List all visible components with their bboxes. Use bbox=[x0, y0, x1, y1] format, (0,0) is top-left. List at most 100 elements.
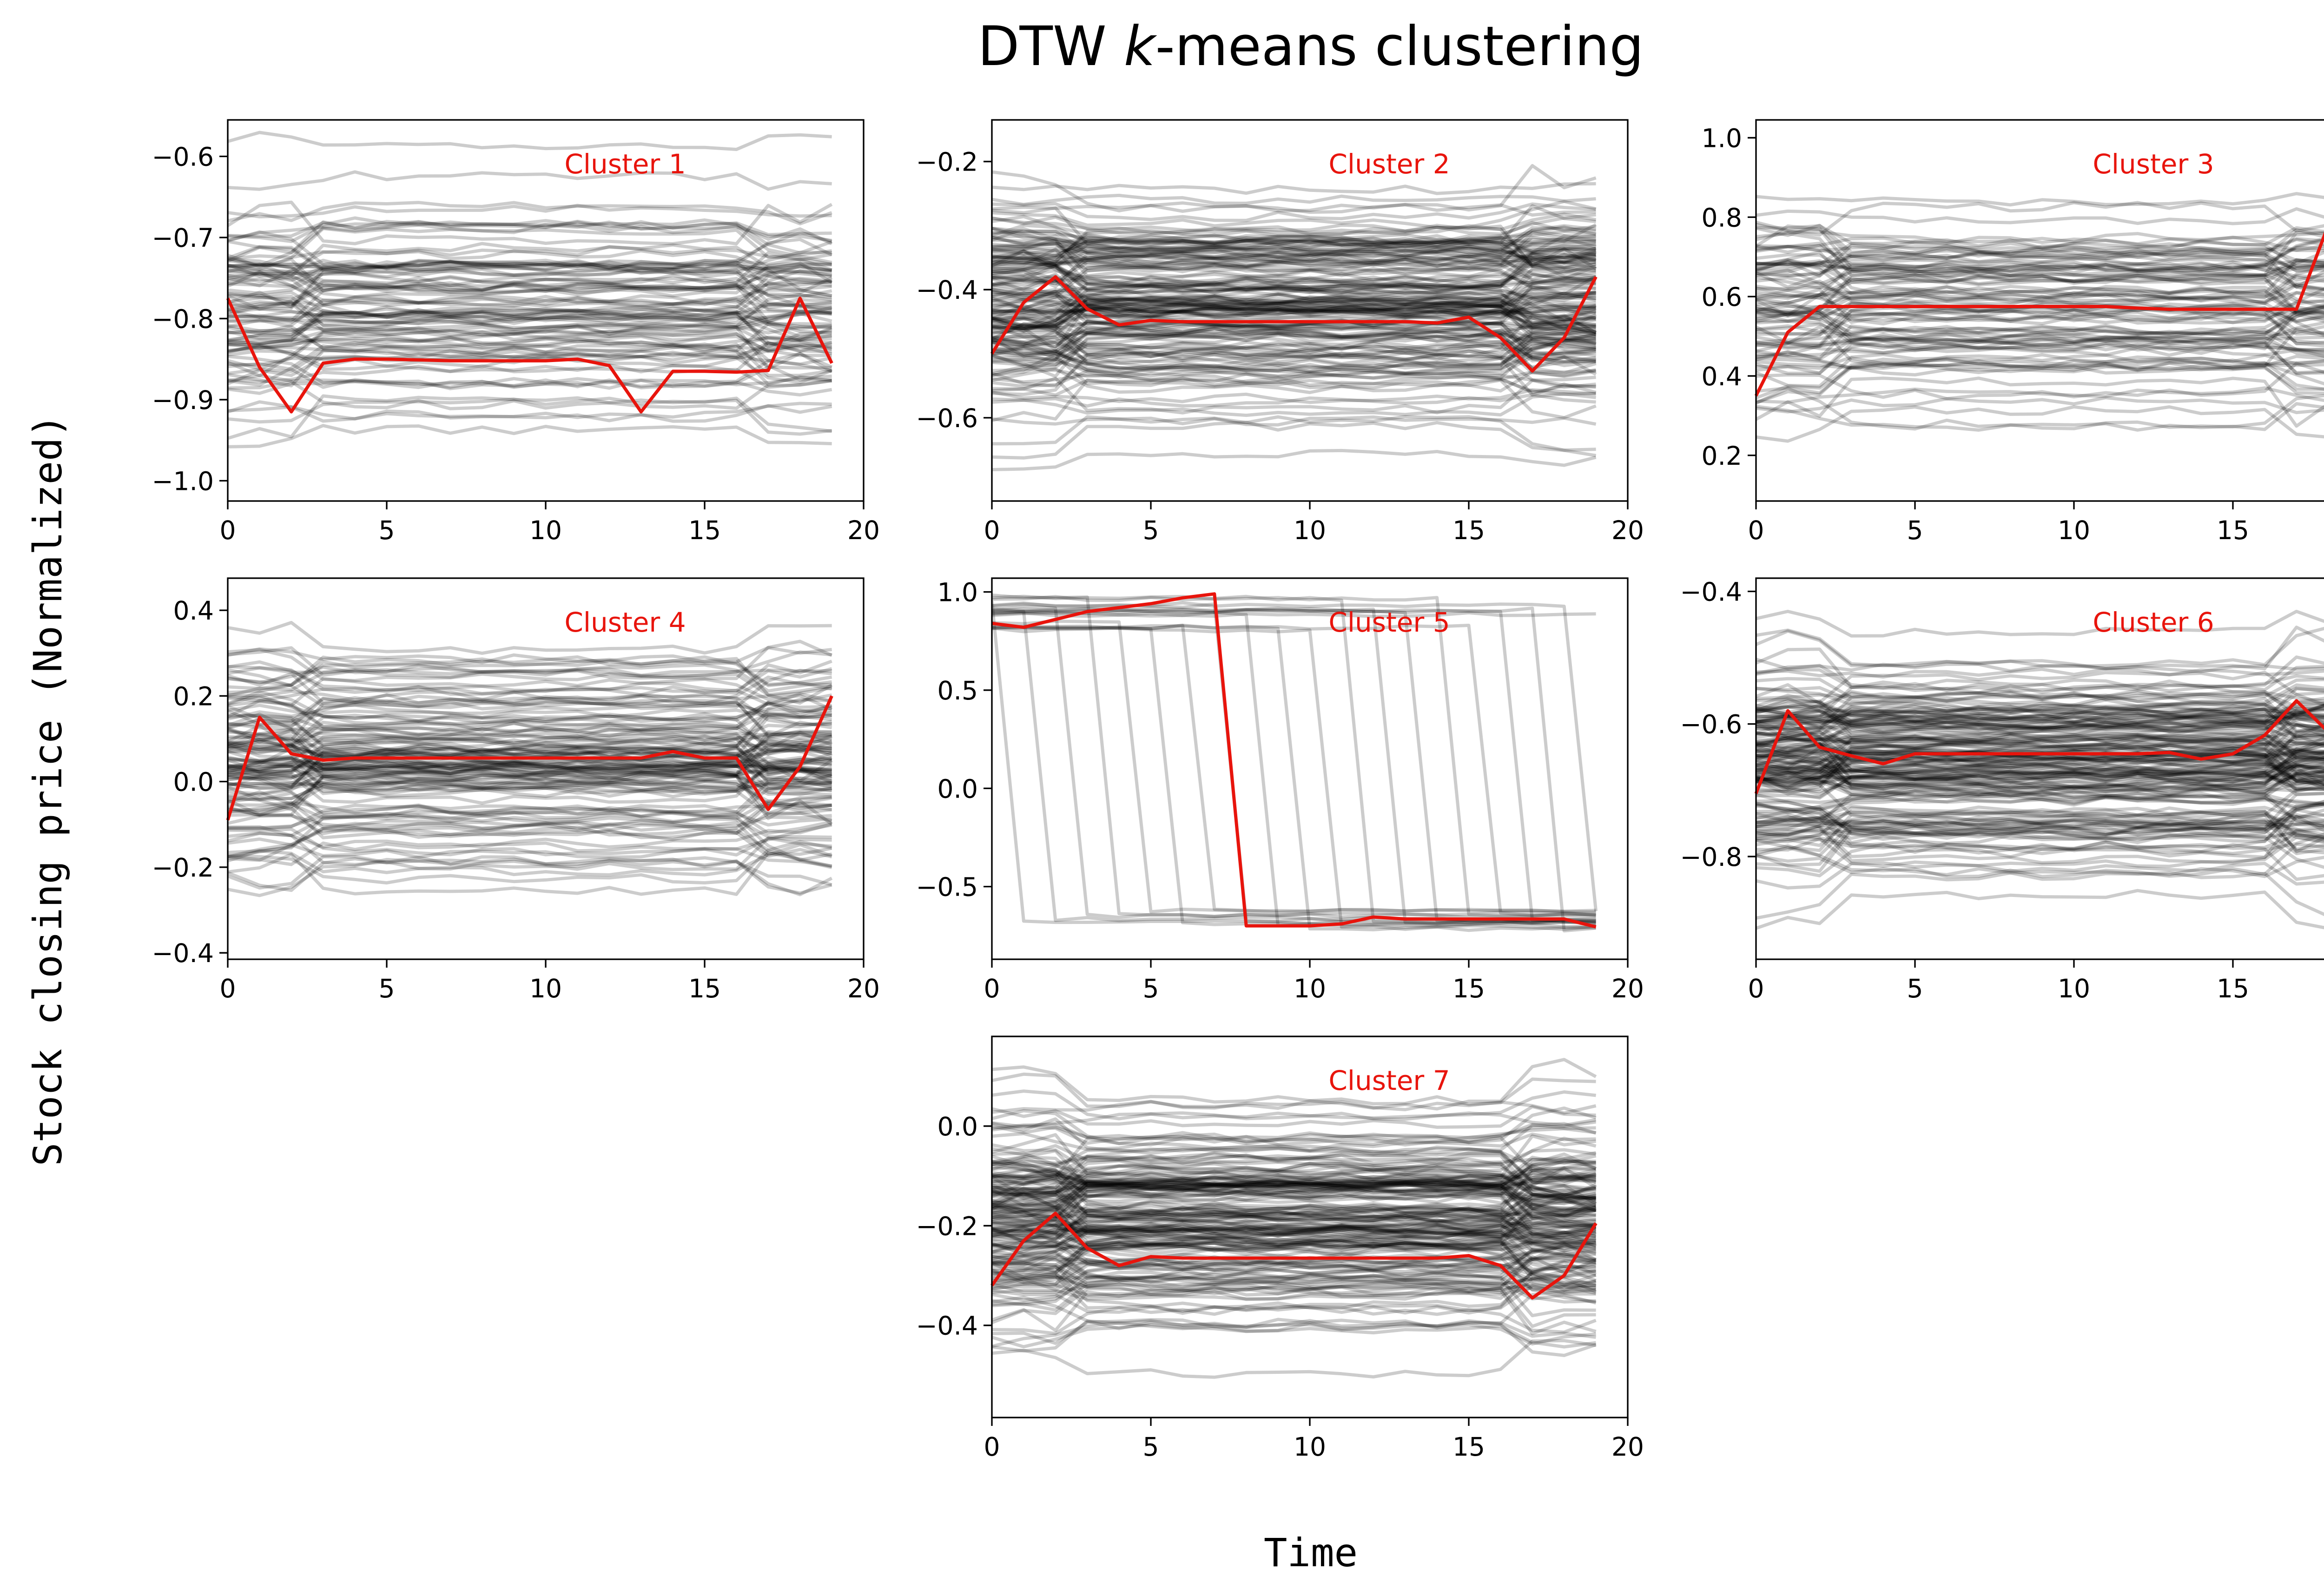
member-series bbox=[992, 608, 1596, 925]
member-series bbox=[992, 319, 1597, 361]
member-series bbox=[992, 336, 1596, 376]
member-series bbox=[228, 764, 832, 792]
member-series bbox=[992, 1164, 1596, 1191]
member-series bbox=[1756, 626, 2324, 671]
member-series bbox=[992, 269, 1596, 286]
member-series bbox=[228, 400, 832, 421]
member-series bbox=[228, 738, 832, 775]
member-series bbox=[992, 275, 1597, 316]
member-series bbox=[992, 1188, 1597, 1204]
member-series bbox=[992, 1193, 1597, 1236]
member-series bbox=[992, 1167, 1597, 1219]
member-series bbox=[228, 743, 832, 754]
x-tick-label: 20 bbox=[1611, 974, 1644, 1003]
member-series bbox=[1756, 256, 2324, 282]
member-series bbox=[1756, 298, 2324, 339]
member-series bbox=[992, 1145, 1597, 1182]
subplot-cluster-1: 0 5 10 15 20 −1.0 −0.9 −0.8 −0.7 −0.6 Cluster 1 bbox=[152, 119, 880, 545]
member-series bbox=[228, 258, 833, 295]
member-series bbox=[1756, 691, 2324, 703]
member-series bbox=[992, 624, 1596, 918]
member-series bbox=[228, 745, 832, 772]
member-series bbox=[992, 1105, 1596, 1129]
member-series bbox=[1756, 244, 2324, 256]
cluster-members bbox=[228, 621, 833, 897]
member-series bbox=[228, 760, 832, 798]
member-series bbox=[992, 1247, 1597, 1280]
member-series bbox=[1756, 691, 2324, 725]
member-series bbox=[228, 785, 832, 817]
member-series bbox=[992, 287, 1596, 317]
member-series bbox=[992, 291, 1596, 319]
member-series bbox=[228, 318, 832, 353]
member-series bbox=[1756, 710, 2324, 726]
member-series bbox=[228, 265, 832, 277]
member-series bbox=[992, 1284, 1596, 1328]
member-series bbox=[992, 1263, 1596, 1292]
member-series bbox=[228, 341, 832, 374]
member-series bbox=[228, 245, 832, 274]
member-series bbox=[228, 774, 832, 796]
member-series bbox=[992, 226, 1597, 271]
member-series bbox=[228, 756, 832, 770]
member-series bbox=[992, 251, 1597, 268]
member-series bbox=[992, 1165, 1597, 1212]
member-series bbox=[228, 690, 832, 723]
member-series bbox=[992, 1260, 1596, 1289]
member-series bbox=[228, 245, 832, 262]
member-series bbox=[1756, 794, 2324, 811]
member-series bbox=[992, 1188, 1596, 1200]
member-series bbox=[1756, 718, 2324, 761]
member-series bbox=[1756, 737, 2324, 748]
y-tick-label: −0.7 bbox=[152, 223, 214, 253]
member-series bbox=[1756, 709, 2324, 753]
member-series bbox=[992, 295, 1596, 309]
member-series bbox=[228, 335, 832, 352]
member-series bbox=[992, 376, 1596, 397]
member-series bbox=[992, 349, 1597, 376]
member-series bbox=[992, 1227, 1597, 1254]
member-series bbox=[228, 668, 832, 715]
member-series bbox=[1756, 697, 2324, 731]
member-series bbox=[1756, 262, 2324, 306]
member-series bbox=[992, 234, 1596, 260]
member-series bbox=[992, 1165, 1596, 1183]
member-series bbox=[228, 758, 832, 782]
member-series bbox=[228, 799, 832, 820]
member-series bbox=[1756, 260, 2324, 286]
member-series bbox=[228, 769, 832, 811]
member-series bbox=[992, 1065, 1596, 1106]
member-series bbox=[228, 394, 832, 440]
member-series bbox=[1756, 803, 2324, 842]
member-series bbox=[1756, 405, 2324, 443]
member-series bbox=[1756, 818, 2324, 832]
member-series bbox=[992, 1106, 1597, 1146]
member-series bbox=[228, 761, 832, 774]
member-series bbox=[992, 1173, 1596, 1191]
member-series bbox=[992, 301, 1596, 316]
member-series bbox=[992, 1218, 1596, 1230]
cluster-label: Cluster 4 bbox=[564, 607, 686, 638]
cluster-label: Cluster 6 bbox=[2093, 607, 2214, 638]
member-series bbox=[1756, 699, 2324, 725]
member-series bbox=[992, 1321, 1596, 1348]
member-series bbox=[992, 1238, 1596, 1285]
member-series bbox=[228, 237, 833, 271]
member-series bbox=[228, 700, 832, 733]
member-series bbox=[992, 1189, 1596, 1238]
member-series bbox=[228, 331, 832, 353]
member-series bbox=[1756, 827, 2324, 841]
member-series bbox=[992, 1269, 1597, 1297]
member-series bbox=[992, 1236, 1597, 1286]
member-series bbox=[1756, 773, 2324, 797]
y-tick-label: 0.0 bbox=[173, 767, 214, 797]
member-series bbox=[1756, 323, 2324, 360]
member-series bbox=[228, 697, 832, 729]
member-series bbox=[228, 857, 832, 897]
member-series bbox=[992, 1259, 1596, 1301]
member-series bbox=[992, 330, 1597, 372]
member-series bbox=[1756, 376, 2324, 428]
member-series bbox=[1756, 826, 2324, 865]
member-series bbox=[228, 818, 832, 862]
member-series bbox=[228, 775, 832, 795]
